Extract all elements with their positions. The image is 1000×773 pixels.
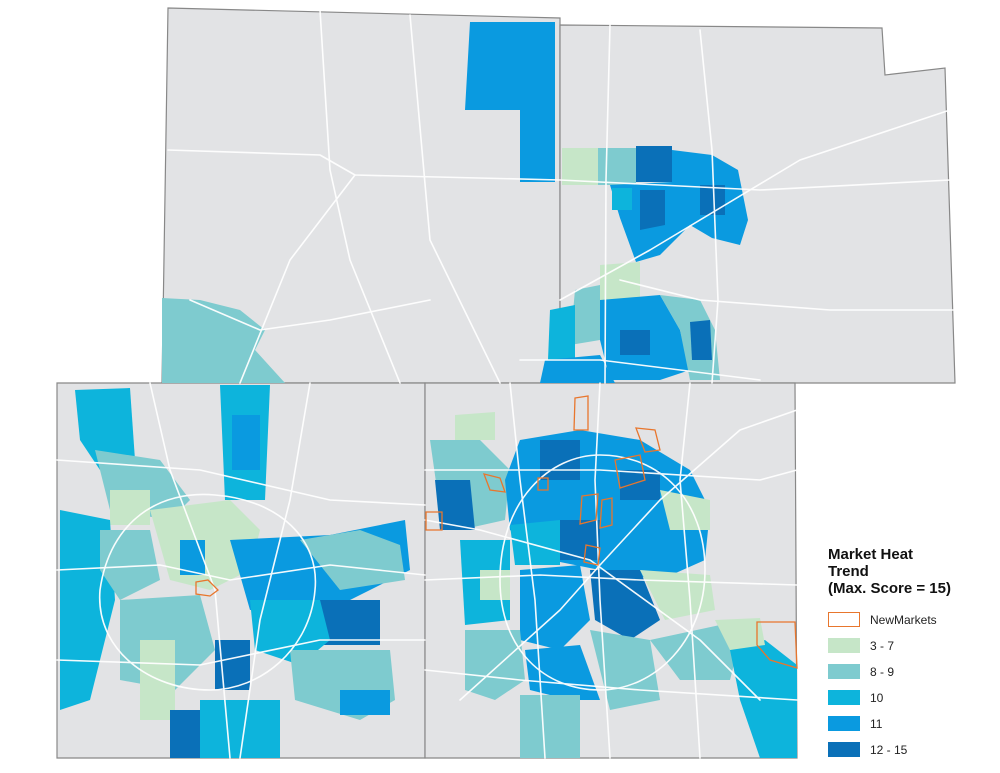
new-market-outline — [756, 621, 798, 669]
new-market-outline — [425, 511, 443, 531]
heat-zone — [570, 285, 600, 345]
legend-label: 12 - 15 — [870, 742, 908, 757]
legend-swatch — [828, 690, 860, 705]
heat-zone — [715, 618, 765, 650]
legend-item-11: 11 — [828, 713, 996, 734]
heat-zone — [510, 520, 560, 565]
heat-zone — [435, 480, 475, 530]
new-market-outline — [537, 477, 549, 491]
legend-title: Market Heat Trend (Max. Score = 15) — [828, 546, 996, 597]
heat-zone — [590, 570, 660, 640]
legend-item-12-15: 12 - 15 — [828, 739, 996, 760]
legend-label: 8 - 9 — [870, 664, 895, 679]
heat-zone — [75, 388, 135, 470]
legend-swatch — [828, 742, 860, 757]
new-market-outline — [599, 497, 613, 529]
new-market-outline — [482, 473, 506, 493]
legend-item-8-9: 8 - 9 — [828, 661, 996, 682]
legend-swatch — [828, 664, 860, 679]
legend-item-10: 10 — [828, 687, 996, 708]
new-market-outline — [635, 427, 661, 453]
heat-zone — [170, 710, 200, 758]
heat-zone — [640, 190, 665, 230]
heat-zone — [598, 148, 636, 185]
heat-zone — [636, 146, 672, 182]
heat-zone — [110, 490, 150, 525]
new-market-outline — [573, 395, 589, 431]
heat-zone — [548, 305, 575, 360]
legend-swatch-outline — [828, 612, 860, 627]
heat-zone — [660, 490, 710, 530]
heat-zone — [650, 625, 740, 680]
new-market-outline — [614, 454, 646, 489]
heat-zone — [200, 700, 280, 758]
heat-zone — [465, 22, 555, 182]
heat-zone — [560, 520, 600, 560]
legend-label: 11 — [870, 716, 883, 731]
new-market-outline — [195, 579, 219, 597]
legend-title-line: Trend — [828, 563, 869, 580]
heat-zone — [612, 188, 632, 210]
heat-zone — [700, 185, 725, 215]
legend-label: 10 — [870, 690, 884, 705]
legend-swatch — [828, 716, 860, 731]
legend-label: 3 - 7 — [870, 638, 895, 653]
new-market-outlines — [195, 395, 798, 669]
heat-zone — [620, 330, 650, 355]
heat-zone — [480, 570, 510, 600]
heat-zone — [620, 470, 660, 500]
heat-zone — [525, 645, 600, 700]
heat-zone — [215, 640, 250, 690]
heat-zone — [690, 320, 712, 360]
heat-zone — [100, 530, 160, 600]
legend-title-line: Market Heat — [828, 546, 914, 563]
heat-zone — [232, 415, 260, 470]
legend-swatch — [828, 638, 860, 653]
heat-zone — [730, 640, 797, 758]
heat-zone — [340, 690, 390, 715]
heat-zone — [162, 298, 285, 383]
new-market-outline — [579, 493, 599, 525]
heat-zone — [562, 148, 600, 185]
map-legend: Market Heat Trend (Max. Score = 15) NewM… — [828, 546, 996, 765]
heat-zone — [540, 355, 615, 383]
legend-title-line: (Max. Score = 15) — [828, 580, 951, 597]
legend-label: NewMarkets — [870, 612, 937, 627]
legend-item-3-7: 3 - 7 — [828, 635, 996, 656]
heat-zone — [455, 412, 495, 440]
heat-zone — [320, 600, 380, 645]
heat-zone — [300, 530, 405, 590]
legend-item-newmarkets: NewMarkets — [828, 609, 996, 630]
roads — [56, 9, 956, 759]
heat-zone — [520, 695, 580, 758]
new-market-outline — [583, 544, 601, 566]
